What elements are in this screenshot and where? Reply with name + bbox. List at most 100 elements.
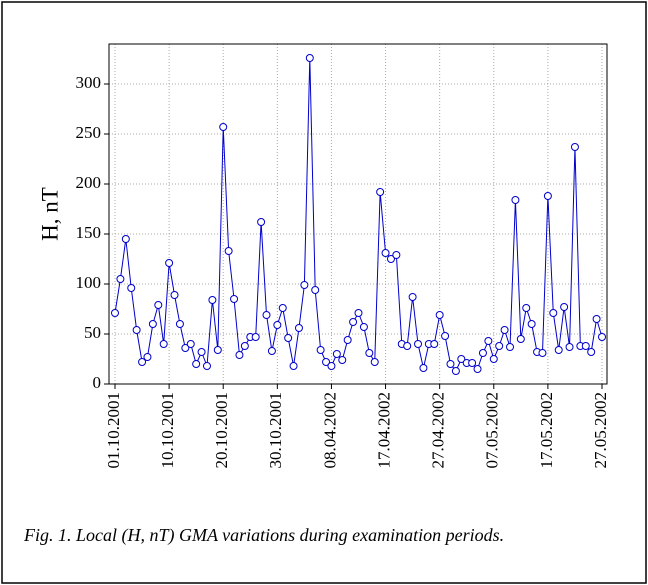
data-point <box>251 333 260 341</box>
y-axis-label: H, nT <box>37 187 62 241</box>
data-point <box>267 347 276 355</box>
data-point <box>235 351 244 359</box>
data-point <box>208 296 217 304</box>
data-point <box>240 342 249 350</box>
data-point <box>435 311 444 319</box>
x-tick-label: 17.04.2002 <box>374 392 393 469</box>
x-tick-label: 30.10.2001 <box>266 392 285 469</box>
data-point <box>316 346 325 354</box>
data-point <box>581 342 590 350</box>
x-tick-label: 17.05.2002 <box>537 392 556 469</box>
data-point <box>111 309 119 317</box>
data-point <box>484 337 493 345</box>
data-point <box>527 320 536 328</box>
data-point <box>278 304 287 312</box>
data-point <box>132 326 141 334</box>
x-tick-label: 27.04.2002 <box>429 392 448 469</box>
data-point <box>414 340 423 348</box>
y-tick-label: 250 <box>76 123 102 142</box>
data-point <box>273 321 282 329</box>
data-point <box>197 348 206 356</box>
data-point <box>598 333 606 341</box>
y-tick-label: 0 <box>93 373 102 392</box>
data-point <box>506 343 515 351</box>
data-point <box>343 336 352 344</box>
data-point <box>354 309 363 317</box>
data-point <box>121 235 130 243</box>
data-point <box>284 334 293 342</box>
y-tick-label: 200 <box>76 173 102 192</box>
data-point <box>370 358 379 366</box>
data-point <box>430 340 439 348</box>
data-point <box>381 249 390 257</box>
data-point <box>587 348 596 356</box>
data-point <box>538 349 547 357</box>
data-point <box>116 275 125 283</box>
data-point <box>332 350 341 358</box>
data-point <box>165 259 174 267</box>
data-point <box>154 301 163 309</box>
data-point <box>468 359 477 367</box>
data-point <box>592 315 601 323</box>
data-point <box>473 365 482 373</box>
data-point <box>408 293 417 301</box>
data-point <box>170 291 179 299</box>
data-point <box>159 340 168 348</box>
data-point <box>495 342 504 350</box>
data-point <box>294 324 303 332</box>
data-point <box>457 355 466 363</box>
data-point <box>138 358 147 366</box>
x-tick-label: 10.10.2001 <box>158 392 177 469</box>
data-point <box>305 54 314 62</box>
data-point <box>202 362 211 370</box>
data-point <box>213 346 222 354</box>
y-tick-label: 150 <box>76 223 102 242</box>
data-point <box>359 323 368 331</box>
data-point <box>289 362 298 370</box>
data-point <box>143 353 152 361</box>
data-point <box>186 340 195 348</box>
data-point <box>327 362 336 370</box>
data-point <box>392 251 401 259</box>
data-point <box>181 344 190 352</box>
data-point <box>148 320 157 328</box>
data-point <box>565 343 574 351</box>
plot-frame <box>108 43 608 385</box>
data-point <box>192 360 201 368</box>
data-point <box>560 303 569 311</box>
x-tick-label: 08.04.2002 <box>320 392 339 469</box>
x-tick-label: 20.10.2001 <box>212 392 231 469</box>
data-point <box>570 143 579 151</box>
data-point <box>522 304 531 312</box>
data-point <box>349 318 358 326</box>
data-point <box>257 218 266 226</box>
data-point <box>386 255 395 263</box>
y-tick-label: 100 <box>76 273 102 292</box>
x-tick-label: 07.05.2002 <box>483 392 502 469</box>
data-point <box>446 360 455 368</box>
y-tick-label: 300 <box>76 73 102 92</box>
data-point <box>230 295 239 303</box>
data-point <box>543 192 552 200</box>
data-point <box>224 247 233 255</box>
data-point <box>175 320 184 328</box>
data-point <box>516 335 525 343</box>
data-point <box>262 311 271 319</box>
data-point <box>403 342 412 350</box>
data-point <box>376 188 385 196</box>
data-point <box>489 355 498 363</box>
data-point <box>451 367 460 375</box>
data-point <box>549 309 558 317</box>
data-point <box>300 281 309 289</box>
data-point <box>127 284 136 292</box>
data-point <box>419 364 428 372</box>
caption: Fig. 1. Local (H, nT) GMA variations dur… <box>24 525 505 545</box>
data-point <box>441 332 450 340</box>
data-point <box>365 349 374 357</box>
x-tick-label: 27.05.2002 <box>591 392 610 469</box>
y-tick-label: 50 <box>84 323 101 342</box>
data-point <box>219 123 228 131</box>
